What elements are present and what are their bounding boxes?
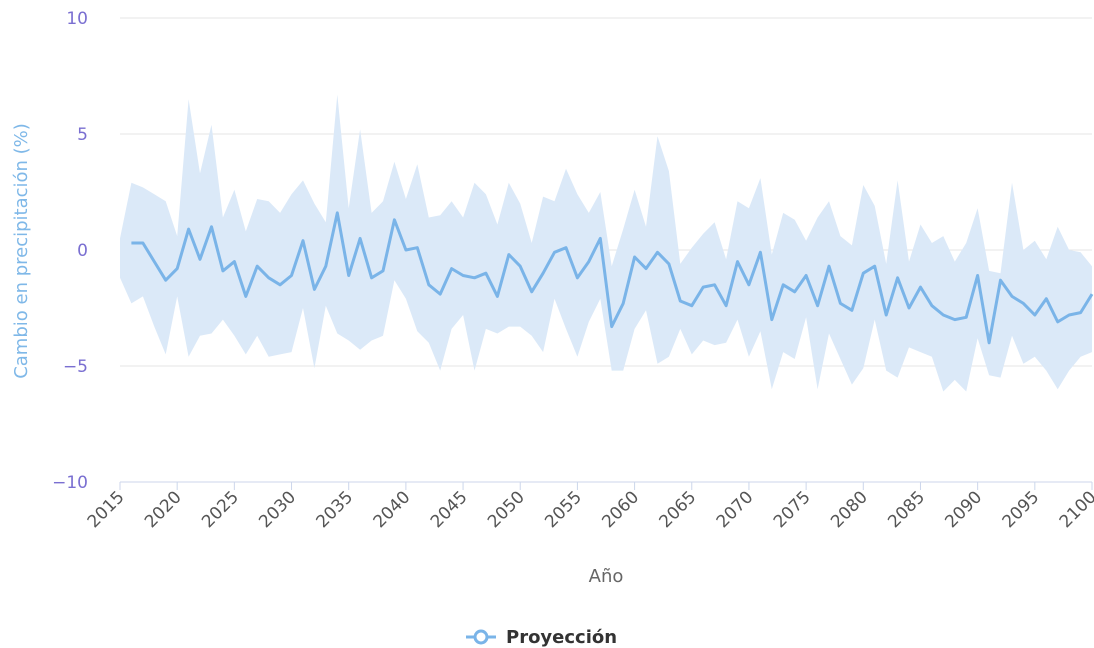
legend-circle-marker xyxy=(473,629,489,645)
x-tick-label: 2085 xyxy=(884,487,929,532)
legend-label-proyeccion: Proyección xyxy=(506,627,617,648)
x-tick-label: 2055 xyxy=(541,487,586,532)
y-axis-title: Cambio en precipitación (%) xyxy=(11,123,32,379)
x-tick-label: 2050 xyxy=(484,487,529,532)
x-tick-label: 2015 xyxy=(84,487,129,532)
x-tick-label: 2070 xyxy=(713,487,758,532)
x-tick-label: 2060 xyxy=(598,487,643,532)
y-tick-label: −10 xyxy=(52,473,88,493)
x-tick-label: 2030 xyxy=(255,487,300,532)
x-tick-label: 2065 xyxy=(656,487,701,532)
y-tick-labels: 10 5 0 −5 −10 xyxy=(52,9,88,493)
x-tick-label: 2045 xyxy=(427,487,472,532)
x-tick-label: 2035 xyxy=(313,487,358,532)
x-tick-label: 2100 xyxy=(1056,487,1094,532)
x-tick-label: 2075 xyxy=(770,487,815,532)
y-tick-label: 0 xyxy=(77,241,88,261)
y-tick-label: −5 xyxy=(63,357,88,377)
legend[interactable]: Proyección xyxy=(466,627,617,648)
x-tick-labels: 2015 2020 2025 2030 2035 2040 2045 2050 2055 2060… xyxy=(84,482,1094,532)
y-tick-label: 10 xyxy=(66,9,88,29)
y-tick-label: 5 xyxy=(77,125,88,145)
x-tick-label: 2020 xyxy=(141,487,186,532)
x-tick-label: 2080 xyxy=(827,487,872,532)
x-tick-label: 2040 xyxy=(370,487,415,532)
uncertainty-band xyxy=(120,94,1092,392)
x-tick-label: 2095 xyxy=(999,487,1044,532)
x-tick-label: 2090 xyxy=(941,487,986,532)
series-line-proyeccion[interactable] xyxy=(131,211,1094,345)
x-axis-title: Año xyxy=(589,566,624,587)
x-tick-label: 2025 xyxy=(198,487,243,532)
